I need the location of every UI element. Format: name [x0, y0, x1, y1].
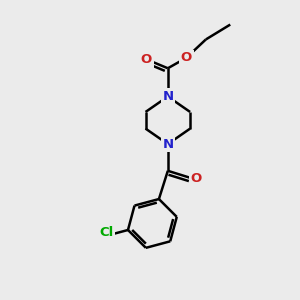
- Text: O: O: [190, 172, 202, 185]
- Text: O: O: [141, 53, 152, 66]
- Text: N: N: [162, 138, 173, 151]
- Text: O: O: [181, 51, 192, 64]
- Text: Cl: Cl: [99, 226, 113, 238]
- Text: N: N: [162, 90, 173, 103]
